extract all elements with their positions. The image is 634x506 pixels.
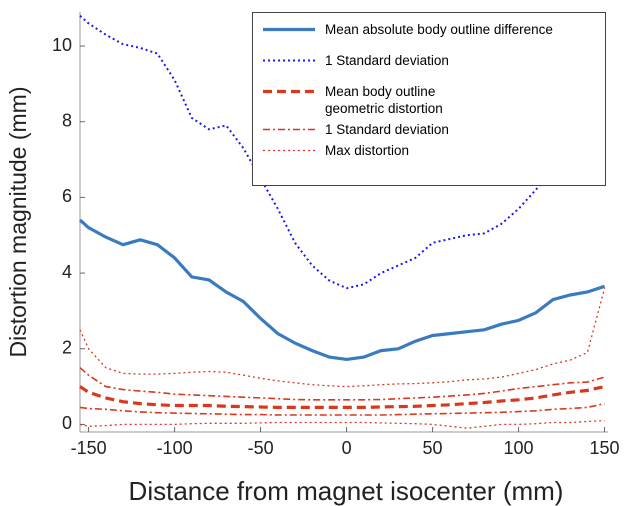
legend-swatch (263, 27, 315, 32)
series-line (79, 419, 605, 429)
y-tick-label: 6 (62, 186, 72, 206)
y-tick-label: 10 (52, 35, 72, 55)
series-line (79, 15, 606, 290)
legend-entry: Max distortion (259, 142, 599, 159)
legend-swatch (263, 149, 315, 152)
legend-label: 1 Standard deviation (325, 53, 449, 68)
series-line (79, 367, 605, 401)
y-axis-label: Distortion magnitude (mm) (5, 87, 31, 358)
series-line (79, 385, 605, 409)
y-tick-label: 2 (62, 338, 72, 358)
series-line (79, 288, 606, 388)
series-line (79, 402, 605, 416)
x-tick-label: -100 (157, 438, 193, 458)
legend-label: Max distortion (325, 143, 410, 158)
x-tick-label: 0 (342, 438, 352, 458)
legend-entry: 1 Standard deviation (259, 52, 599, 69)
x-tick-label: -50 (248, 438, 274, 458)
x-axis-label: Distance from magnet isocenter (mm) (129, 476, 564, 506)
x-tick-label: 50 (423, 438, 443, 458)
y-tick-label: 4 (62, 262, 72, 282)
legend-entry: 1 Standard deviation (259, 121, 599, 138)
legend-entry: Mean absolute body outline difference (259, 21, 599, 38)
legend-swatch (263, 128, 315, 131)
x-tick-label: 100 (504, 438, 534, 458)
legend-swatch (263, 59, 315, 62)
y-tick-label: 8 (62, 110, 72, 130)
x-tick-label: 150 (590, 438, 620, 458)
legend-swatch (263, 89, 315, 94)
legend-entry: Mean body outline geometric distortion (259, 83, 599, 117)
x-tick-label: -150 (71, 438, 107, 458)
series-line (78, 218, 606, 362)
legend-label: 1 Standard deviation (325, 122, 449, 137)
legend-label: Mean absolute body outline difference (325, 22, 553, 37)
y-tick-label: 0 (62, 413, 72, 433)
legend: Mean absolute body outline difference 1 S… (252, 12, 606, 186)
legend-label: Mean body outline geometric distortion (325, 84, 443, 116)
